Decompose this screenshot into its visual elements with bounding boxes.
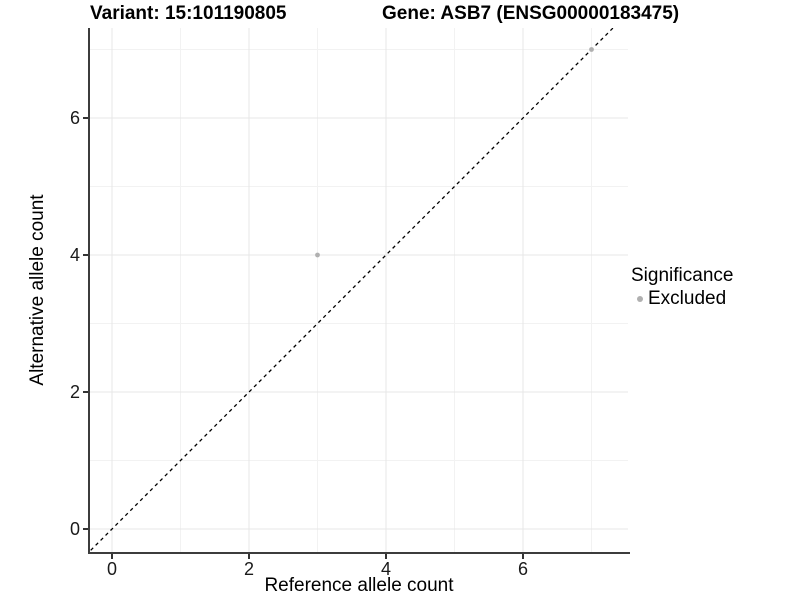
y-axis-tick [83,391,88,393]
x-tick-label: 6 [517,559,528,579]
y-axis-title: Alternative allele count [27,194,48,386]
x-axis-tick [111,554,113,559]
legend-title: Significance [631,265,734,286]
data-point [589,47,594,52]
legend-entries: Excluded [631,288,733,310]
legend-entry-label: Excluded [648,288,727,309]
data-point [315,252,320,258]
x-axis-tick [248,554,250,559]
x-tick-label: 2 [243,559,254,579]
x-axis-tick [385,554,387,559]
y-tick-label: 0 [69,519,80,539]
y-axis-tick [83,117,88,119]
y-axis-line [88,28,90,554]
plot-title-gene: Gene: ASB7 (ENSG00000183475) [382,3,680,24]
legend-point-icon [636,296,643,302]
chart-canvas [90,28,628,552]
y-tick-label: 2 [69,382,80,402]
x-axis-title: Reference allele count [264,575,454,596]
plot-panel [90,28,628,552]
x-tick-label: 0 [106,559,117,579]
x-axis-line [88,552,630,554]
y-tick-label: 6 [69,108,80,128]
plot-title-variant: Variant: 15:101190805 [90,3,287,24]
y-tick-label: 4 [69,245,80,265]
y-axis-tick [83,528,88,530]
x-tick-label: 4 [380,559,391,579]
identity-line [90,28,614,552]
x-axis-tick [522,554,524,559]
legend: Significance Excluded [631,264,733,310]
y-axis-tick [83,254,88,256]
legend-key [631,296,648,302]
legend-entry: Excluded [631,288,733,310]
